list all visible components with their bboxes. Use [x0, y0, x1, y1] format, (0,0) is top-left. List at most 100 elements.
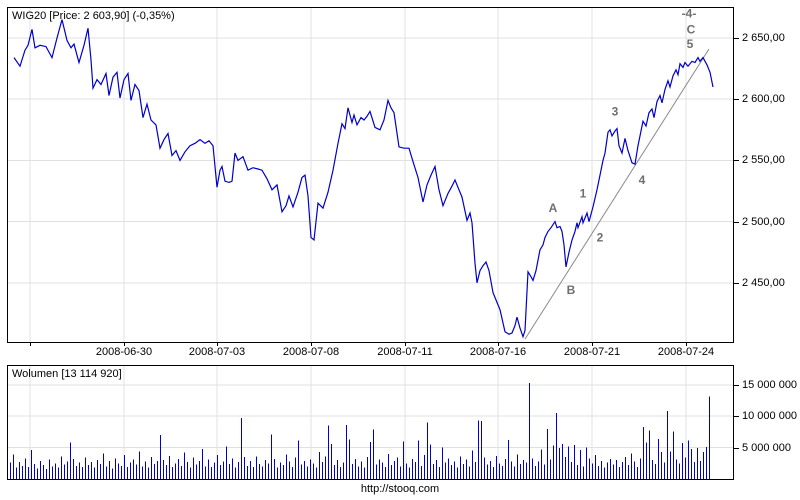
volume-bar: [529, 382, 530, 479]
volume-bar: [85, 457, 86, 479]
wave-label: A: [549, 201, 558, 215]
date-axis-tick: [686, 342, 687, 346]
volume-bar: [382, 462, 383, 479]
volume-bar: [634, 461, 635, 479]
volume-bar: [292, 467, 293, 479]
volume-bar: [610, 458, 611, 479]
volume-bar: [607, 462, 608, 479]
volume-bar: [115, 458, 116, 479]
date-axis-label: 2008-06-30: [95, 346, 153, 358]
volume-bar: [589, 458, 590, 479]
volume-bar: [346, 425, 347, 479]
volume-bar: [187, 462, 188, 479]
price-axis-tick: [733, 221, 739, 223]
volume-bar: [592, 463, 593, 479]
volume-bar: [79, 462, 80, 479]
volume-bar: [133, 459, 134, 479]
date-axis-tick: [498, 342, 499, 346]
volume-bar: [694, 462, 695, 479]
volume-bar: [625, 457, 626, 479]
volume-bar: [478, 420, 479, 479]
date-axis-label: 2008-07-11: [377, 346, 433, 358]
volume-bar: [322, 462, 323, 479]
volume-bar: [496, 455, 497, 479]
date-axis-label: 2008-07-08: [282, 346, 340, 358]
volume-bar: [337, 460, 338, 479]
volume-bar: [265, 460, 266, 479]
volume-bar: [586, 447, 587, 479]
volume-bar: [163, 460, 164, 479]
volume-bar: [94, 467, 95, 479]
volume-bar: [43, 465, 44, 479]
volume-bar: [112, 468, 113, 479]
price-axis-tick: [733, 38, 739, 39]
volume-bar: [682, 443, 683, 479]
volume-bar: [61, 456, 62, 479]
date-axis-label: 2008-07-21: [563, 346, 621, 358]
volume-bar: [316, 467, 317, 479]
volume-bar: [97, 460, 98, 479]
volume-bar: [55, 463, 56, 479]
volume-bar: [259, 463, 260, 479]
volume-bar: [286, 454, 287, 479]
volume-bar: [100, 463, 101, 479]
volume-bar: [193, 457, 194, 479]
volume-bar: [280, 462, 281, 479]
volume-bar: [295, 457, 296, 479]
price-chart-panel: A B 1 2 3 4 -4- C 5 WIG20 [Price: 2 603,90] (-0,…: [7, 7, 734, 343]
wave-label: C: [687, 22, 696, 36]
volume-bar: [70, 442, 71, 479]
price-axis-tick: [733, 99, 739, 101]
date-axis-tick: [30, 342, 31, 346]
volume-bar: [37, 468, 38, 479]
volume-bar: [313, 463, 314, 479]
volume-bar: [433, 463, 434, 479]
volume-bar: [178, 458, 179, 479]
volume-bar: [532, 458, 533, 479]
volume-bar: [484, 457, 485, 479]
volume-axis-tick: [733, 384, 739, 386]
volume-bar: [622, 462, 623, 479]
volume-chart-panel: Wolumen [13 114 920]: [7, 365, 734, 480]
volume-bar: [28, 467, 29, 479]
volume-bar: [139, 451, 140, 479]
volume-bar: [454, 461, 455, 479]
volume-bar: [157, 460, 158, 479]
volume-bar: [643, 426, 644, 479]
volume-bar: [460, 456, 461, 479]
volume-bar: [700, 460, 701, 479]
volume-bar: [160, 435, 161, 479]
volume-bar: [559, 448, 560, 479]
volume-bar: [118, 463, 119, 479]
volume-bar: [220, 465, 221, 479]
volume-bar: [502, 465, 503, 479]
price-axis-tick: [733, 160, 739, 162]
volume-bar: [262, 466, 263, 479]
volume-bar: [250, 460, 251, 479]
volume-bar: [91, 462, 92, 479]
volume-bar: [31, 450, 32, 479]
price-line: [13, 19, 714, 339]
volume-bar: [358, 466, 359, 479]
price-chart-canvas: A B 1 2 3 4 -4-C5: [8, 8, 733, 342]
price-axis-tick: [733, 282, 739, 284]
volume-bar: [151, 457, 152, 479]
volume-bar: [352, 463, 353, 479]
volume-bar: [319, 452, 320, 479]
date-axis-label: 2008-07-16: [469, 346, 527, 358]
wave-label: B: [567, 283, 576, 297]
volume-bar: [298, 440, 299, 479]
volume-bar: [349, 439, 350, 479]
volume-bar: [109, 460, 110, 479]
volume-bar: [73, 458, 74, 479]
volume-bar: [412, 458, 413, 479]
volume-bar: [241, 418, 242, 479]
volume-bar: [355, 458, 356, 479]
price-axis-label: 2 500,00: [742, 215, 785, 228]
volume-bar: [190, 467, 191, 479]
volume-bar: [142, 466, 143, 479]
volume-bar: [304, 460, 305, 479]
wave-label: 2: [597, 231, 604, 245]
volume-bar: [16, 467, 17, 479]
